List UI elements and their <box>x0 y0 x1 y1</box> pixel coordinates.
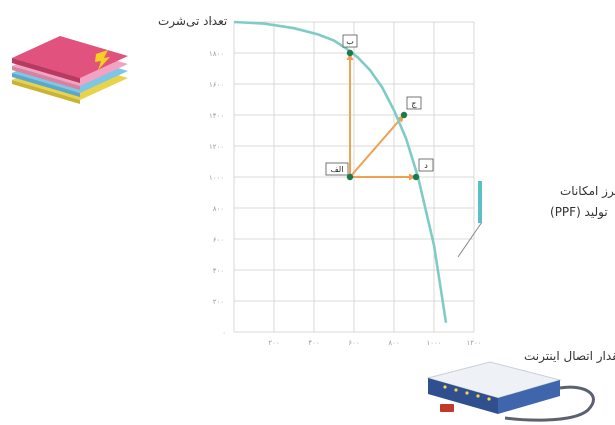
y-tick-label: ۱۸۰۰ <box>209 50 224 58</box>
annotation-line-1: منحنی مرز امکانات <box>560 184 615 199</box>
x-tick-label: ۸۰۰ <box>388 339 399 347</box>
tshirt-stack-icon <box>12 36 128 104</box>
origin-label: ۰ <box>222 329 226 337</box>
arrow-line <box>349 114 405 178</box>
y-axis-title: تعداد تی‌شرت <box>158 14 227 29</box>
point-label-box <box>325 162 349 176</box>
annotation-line-2: تولید (PPF) <box>550 205 608 220</box>
point-label-box <box>406 96 422 110</box>
x-axis-title: مقدار اتصال اینترنت <box>524 349 615 364</box>
annotation-leader <box>457 221 483 258</box>
y-tick-label: ۸۰۰ <box>213 205 224 213</box>
data-point <box>346 49 354 57</box>
y-tick-label: ۱۴۰۰ <box>209 112 224 120</box>
point-label: د <box>424 161 428 170</box>
x-tick-label: ۱۰۰۰ <box>426 339 441 347</box>
annotation-marker <box>478 181 482 223</box>
arrow-head <box>346 53 354 60</box>
point-label-box <box>342 34 358 48</box>
data-point <box>412 173 420 181</box>
x-tick-label: ۴۰۰ <box>308 339 319 347</box>
y-tick-label: ۱۰۰۰ <box>209 174 224 182</box>
x-tick-label: ۶۰۰ <box>348 339 359 347</box>
arrow-head <box>409 173 416 181</box>
point-label-box <box>418 158 434 172</box>
y-tick-label: ۱۶۰۰ <box>209 81 224 89</box>
y-tick-label: ۲۰۰۰ <box>209 19 224 27</box>
data-point <box>400 111 408 119</box>
y-tick-label: ۱۲۰۰ <box>209 143 224 151</box>
point-label: الف <box>331 165 344 174</box>
y-tick-label: ۶۰۰ <box>213 236 224 244</box>
y-tick-label: ۲۰۰ <box>213 298 224 306</box>
router-icon <box>426 361 595 422</box>
point-label: ب <box>346 37 354 46</box>
x-tick-label: ۲۰۰ <box>268 339 279 347</box>
tick-labels: ۲۰۰ ۴۰۰ ۶۰۰ ۸۰۰ ۱۰۰۰ ۱۲۰۰ ۱۴۰۰ ۱۶۰۰ ۱۸۰۰ ۲۰۰۰ ۲۰۰ ۴… <box>209 19 482 347</box>
points: الف ب ج د <box>325 34 434 181</box>
point-label: ج <box>411 99 417 108</box>
y-tick-label: ۴۰۰ <box>213 267 224 275</box>
x-tick-label: ۱۲۰۰ <box>466 339 481 347</box>
ppf-curve <box>233 20 448 323</box>
